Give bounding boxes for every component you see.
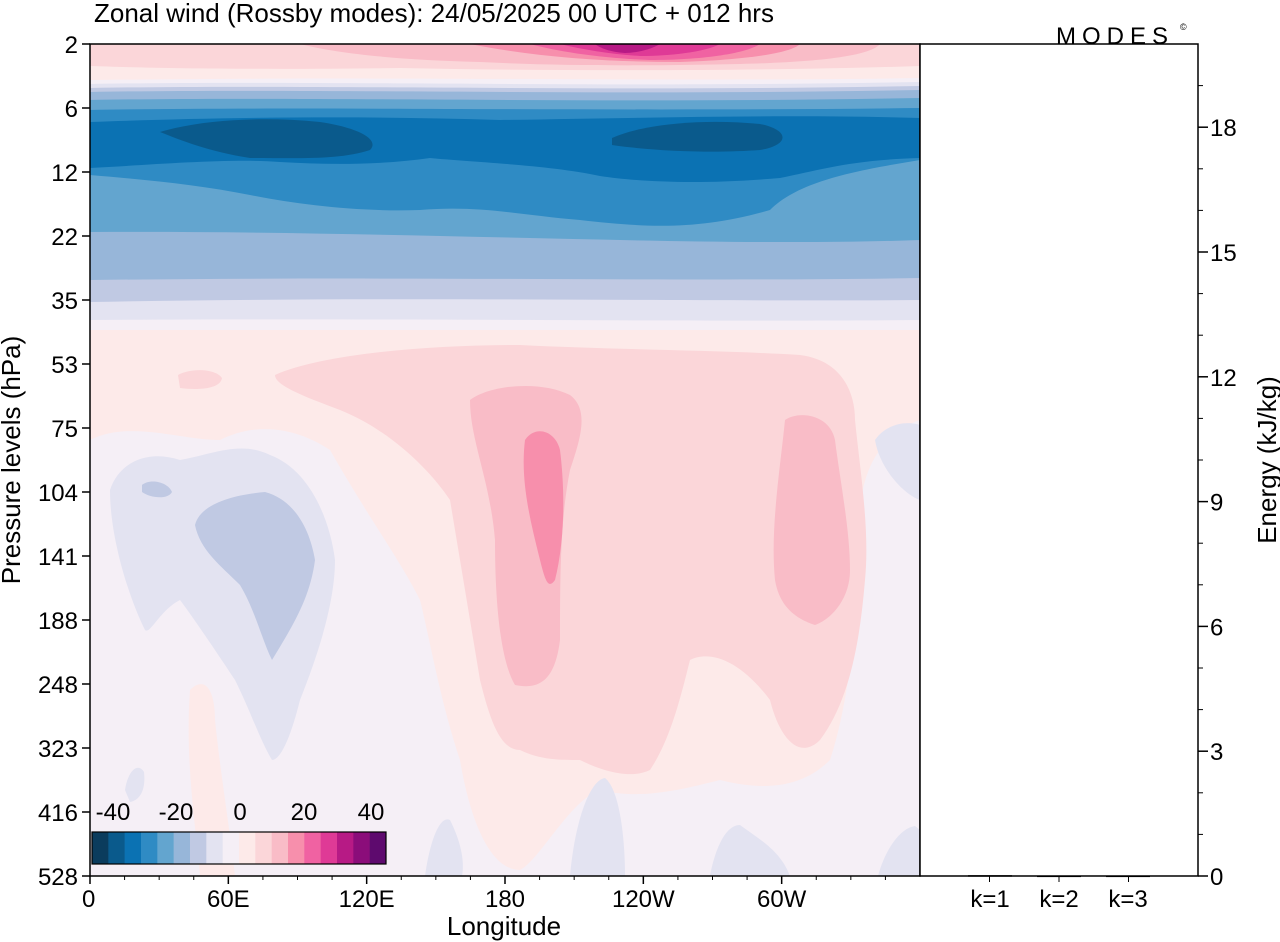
colorbar-frame xyxy=(91,831,387,865)
longitude-tick-label: 60W xyxy=(757,886,807,913)
colorbar-swatch xyxy=(369,832,387,864)
colorbar-swatch xyxy=(288,832,305,864)
pressure-tick-label: 323 xyxy=(38,736,78,763)
colorbar-tick-label: 0 xyxy=(233,799,246,826)
longitude-tick-label: 0 xyxy=(82,886,95,913)
x-axis-label: Longitude xyxy=(447,911,561,941)
energy-panel xyxy=(919,43,1199,877)
colorbar-tick-label: 20 xyxy=(291,799,318,826)
colorbar-tick-label: -40 xyxy=(96,799,131,826)
energy-tick-label: 3 xyxy=(1210,739,1223,766)
contour-neg30-35-strat-west xyxy=(612,121,783,152)
colorbar-swatch xyxy=(255,832,272,864)
contour-neg-surface-5 xyxy=(125,767,145,802)
energy-bar-k=2 xyxy=(1037,875,1081,878)
chart-title: Zonal wind (Rossby modes): 24/05/2025 00… xyxy=(94,0,774,28)
colorbar-swatch xyxy=(124,832,142,864)
contour-0-5-foot xyxy=(188,684,235,876)
contour-neg-surface-1 xyxy=(425,819,463,876)
pressure-tick-label: 75 xyxy=(51,416,78,443)
contour-neg-surface-2 xyxy=(570,778,625,876)
contour-neg5-10-west xyxy=(195,492,315,660)
pressure-tick-label: 104 xyxy=(38,480,78,507)
logo-mark: © xyxy=(1180,22,1187,32)
contour-neg-surface-3 xyxy=(710,825,790,876)
pressure-tick-label: 53 xyxy=(51,352,78,379)
colorbar-swatch xyxy=(304,832,321,864)
longitude-tick-label: 120E xyxy=(339,886,395,913)
colorbar-swatch xyxy=(157,832,174,864)
colorbar-legend: -40 -20 0 20 40 xyxy=(91,799,387,865)
longitude-tick-label: 120W xyxy=(612,886,675,913)
pressure-tick-label: 22 xyxy=(51,224,78,251)
colorbar-swatch xyxy=(222,832,240,864)
contour-30-35-top xyxy=(595,44,660,53)
pressure-tick-label: 35 xyxy=(51,288,78,315)
longitude-tick-label: 180 xyxy=(485,886,525,913)
pressure-tick-label: 2 xyxy=(65,32,78,59)
contour-neg5-10-dot xyxy=(142,481,172,498)
energy-axis-label: Energy (kJ/kg) xyxy=(1252,376,1280,544)
contour-15-20 xyxy=(523,431,564,584)
colorbar-swatch xyxy=(320,832,338,864)
energy-tick-label: 6 xyxy=(1210,614,1223,641)
energy-category-label: k=2 xyxy=(1039,886,1078,913)
colorbar-swatch xyxy=(173,832,191,864)
colorbar-tick-label: -20 xyxy=(159,799,194,826)
energy-tick-label: 0 xyxy=(1210,864,1223,891)
colorbar-swatch xyxy=(337,832,354,864)
energy-bars: k=1 k=2 k=3 xyxy=(968,875,1150,913)
colorbar-swatch xyxy=(206,832,223,864)
colorbar-swatch xyxy=(92,832,109,864)
contour-neg30-35-strat-east xyxy=(160,119,373,159)
pressure-tick-label: 416 xyxy=(38,800,78,827)
colorbar-swatch xyxy=(190,832,207,864)
pressure-tick-label: 248 xyxy=(38,672,78,699)
pressure-tick-label: 12 xyxy=(51,160,78,187)
contour-neg-right-edge xyxy=(875,423,920,500)
contour-neg-surface-4 xyxy=(878,826,920,876)
contour-10-15-60w xyxy=(773,415,850,625)
energy-axis: 0 3 6 9 12 15 18 xyxy=(1198,85,1237,891)
colorbar-swatch xyxy=(141,832,158,864)
pressure-tick-label: 141 xyxy=(38,544,78,571)
zonal-wind-contour-plot xyxy=(90,44,920,876)
pressure-tick-label: 528 xyxy=(38,864,78,891)
longitude-axis: 0 60E 120E 180 120W 60W xyxy=(82,876,886,913)
colorbar-tick-label: 40 xyxy=(358,799,385,826)
contour-5-10 xyxy=(275,345,867,775)
colorbar-swatch xyxy=(271,832,289,864)
energy-category-label: k=3 xyxy=(1108,886,1147,913)
longitude-tick-label: 60E xyxy=(207,886,250,913)
pressure-tick-label: 6 xyxy=(65,96,78,123)
energy-category-label: k=1 xyxy=(970,886,1009,913)
pressure-tick-label: 188 xyxy=(38,608,78,635)
energy-tick-label: 15 xyxy=(1210,240,1237,267)
energy-tick-label: 18 xyxy=(1210,115,1237,142)
energy-bar-k=3 xyxy=(1106,875,1150,878)
y-axis-label: Pressure levels (hPa) xyxy=(0,336,26,585)
pressure-axis: 2 6 12 22 35 53 75 104 141 188 248 323 416 528 xyxy=(38,32,90,891)
energy-bar-k=1 xyxy=(968,875,1012,877)
energy-tick-label: 9 xyxy=(1210,490,1223,517)
contour-5-10-small xyxy=(178,370,222,389)
colorbar-swatch xyxy=(239,832,256,864)
energy-tick-label: 12 xyxy=(1210,365,1237,392)
colorbar-swatch xyxy=(108,832,125,864)
colorbar-swatch xyxy=(353,832,370,864)
